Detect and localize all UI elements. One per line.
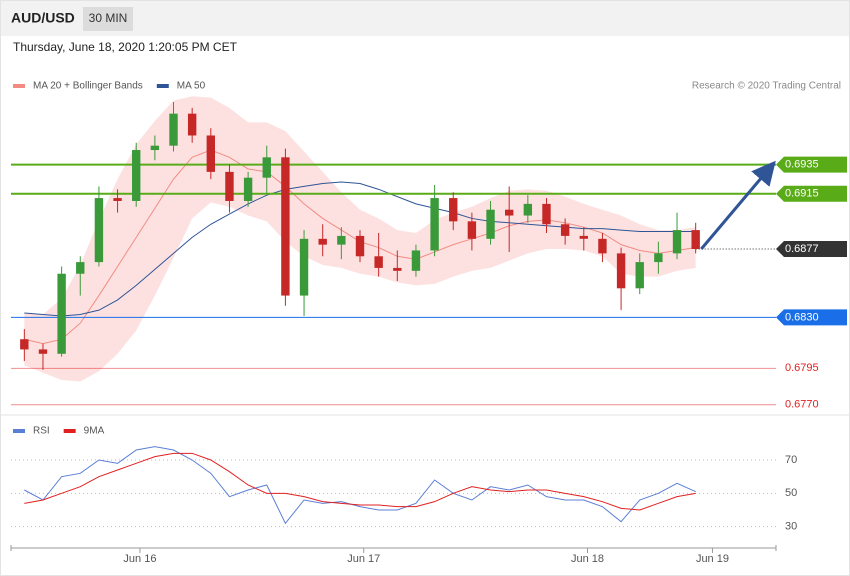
level-label: 0.6830 <box>785 311 819 323</box>
candle-body <box>38 349 48 354</box>
candle-body <box>113 198 122 201</box>
level-tag <box>776 156 847 173</box>
candle-body <box>206 135 216 172</box>
level-tag <box>776 309 847 326</box>
y-tick-label: 50 <box>785 487 797 499</box>
x-tick-label: Jun 18 <box>571 553 604 565</box>
candle-body <box>243 177 253 201</box>
level-label: 0.6877 <box>785 243 819 255</box>
datetime: Thursday, June 18, 2020 1:20:05 PM CET <box>13 40 238 54</box>
legend-label: 9MA <box>84 426 105 437</box>
level-label: 0.6770 <box>785 399 819 411</box>
candle-body <box>654 253 663 263</box>
candle-body <box>542 203 551 225</box>
level-label: 0.6915 <box>785 188 819 200</box>
candle-body <box>616 253 626 289</box>
candle-body <box>94 198 104 263</box>
candle-body <box>225 171 234 201</box>
candle-body <box>187 113 197 136</box>
candle-body <box>672 230 682 254</box>
candle-body <box>560 224 570 236</box>
legend-swatch <box>13 84 25 88</box>
candle-body <box>169 113 178 146</box>
target-arrow <box>700 160 776 250</box>
candle-body <box>449 198 458 222</box>
price-panel: 0.6935 0.6915 0.6877 0.6830 0.6795 0.6770 <box>11 96 847 411</box>
legend-swatch <box>63 429 76 433</box>
x-tick-label: Jun 16 <box>123 553 156 565</box>
legend-label: RSI <box>33 426 50 437</box>
level-label: 0.6795 <box>785 362 819 374</box>
timeframe[interactable]: 30 MIN <box>89 11 128 25</box>
candle-body <box>411 250 421 271</box>
candle-body <box>523 203 533 216</box>
level-tag <box>776 185 847 202</box>
candle-body <box>467 221 477 239</box>
candle-body <box>150 145 160 151</box>
timeframe-badge[interactable] <box>83 7 133 31</box>
candle-body <box>281 157 290 296</box>
candle-body <box>691 230 700 250</box>
candle-body <box>374 256 383 268</box>
level-label: 0.6935 <box>785 159 819 171</box>
legend-label: MA 50 <box>177 81 206 92</box>
candle-body <box>635 262 644 289</box>
candle-body <box>262 157 271 178</box>
level-tag <box>776 241 847 258</box>
candle-body <box>598 238 607 254</box>
symbol: AUD/USD <box>11 10 75 26</box>
candle-body <box>504 209 514 216</box>
legend-swatch <box>156 84 169 88</box>
candle-body <box>20 339 29 350</box>
candle-body <box>579 235 588 239</box>
header-bar <box>0 0 850 36</box>
candle-body <box>318 238 327 245</box>
candle-body <box>430 198 439 251</box>
legend-label: MA 20 + Bollinger Bands <box>33 81 143 92</box>
candle-body <box>393 267 402 271</box>
candle-body <box>486 209 495 239</box>
x-tick-label: Jun 19 <box>696 553 729 565</box>
candle-body <box>57 273 66 354</box>
candle-body <box>355 235 365 257</box>
legend-swatch <box>13 429 25 433</box>
y-tick-label: 30 <box>785 521 797 533</box>
candle-body <box>337 235 346 245</box>
indicator-line <box>24 446 696 525</box>
y-tick-label: 70 <box>785 454 797 466</box>
indicator-line <box>24 452 696 511</box>
x-tick-label: Jun 17 <box>347 553 380 565</box>
candle-body <box>132 150 141 201</box>
candle-body <box>299 238 309 296</box>
candle-body <box>76 262 85 274</box>
source: Research © 2020 Trading Central <box>692 81 841 92</box>
